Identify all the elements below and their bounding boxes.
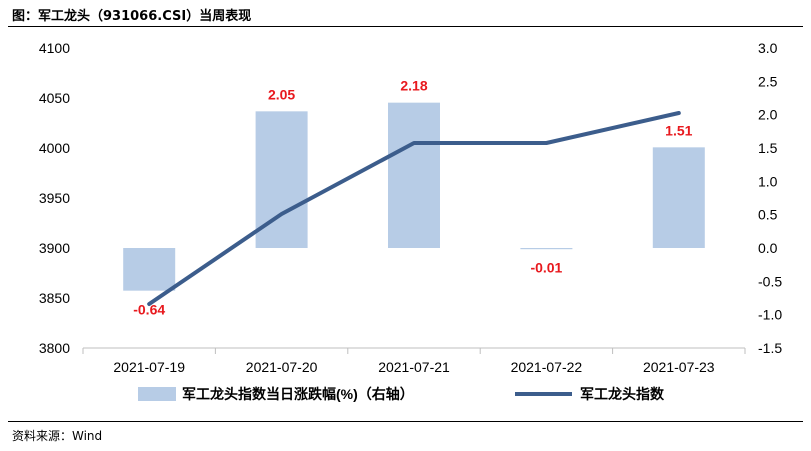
y-left-tick-3900: 3900	[39, 240, 70, 256]
y-right-tick-0.0: 0.0	[758, 240, 778, 256]
data-label-2021-07-19: -0.64	[133, 302, 165, 318]
y-axis-right: -1.5 -1.0 -0.5 0.0 0.5 1.0 1.5 2.0 2.5 3.0	[758, 40, 782, 356]
bar-2021-07-21	[388, 102, 440, 249]
legend-bar-label: 军工龙头指数当日涨跌幅(%)（右轴）	[182, 386, 414, 402]
y-right-tick-2.0: 2.0	[758, 107, 778, 123]
data-label-2021-07-20: 2.05	[268, 86, 295, 102]
y-left-tick-4000: 4000	[39, 140, 70, 156]
y-right-tick-1.5: 1.5	[758, 140, 778, 156]
x-tick-label-2021-07-22: 2021-07-22	[511, 359, 583, 375]
x-tick-label-2021-07-20: 2021-07-20	[246, 359, 318, 375]
y-right-tick--1.5: -1.5	[758, 340, 782, 356]
footer-rule	[8, 421, 803, 422]
y-left-tick-4100: 4100	[39, 40, 70, 56]
x-tick-label-2021-07-21: 2021-07-21	[378, 359, 450, 375]
x-axis	[82, 347, 746, 354]
y-left-tick-3800: 3800	[39, 340, 70, 356]
y-right-tick--0.5: -0.5	[758, 273, 782, 289]
source-note: 资料来源：Wind	[12, 429, 103, 443]
data-label-2021-07-21: 2.18	[400, 78, 427, 94]
chart: -0.64 2.05 2.18 -0.01 1.51 3800 3850 3900 3950 4…	[39, 40, 782, 402]
title-rule	[8, 26, 803, 27]
line-series	[147, 111, 681, 306]
legend-line-label: 军工龙头指数	[580, 386, 665, 402]
bar-series	[123, 102, 705, 291]
bar-2021-07-22	[520, 248, 573, 250]
x-tick-label-2021-07-23: 2021-07-23	[643, 359, 715, 375]
y-right-tick-0.5: 0.5	[758, 207, 778, 223]
bar-2021-07-19	[123, 248, 176, 291]
y-left-tick-3950: 3950	[39, 190, 70, 206]
bar-2021-07-23	[652, 147, 705, 248]
page-title: 图：军工龙头（931066.CSI）当周表现	[12, 9, 252, 24]
data-label-2021-07-22: -0.01	[530, 260, 562, 276]
y-axis-left: 3800 3850 3900 3950 4000 4050 4100	[39, 40, 70, 356]
x-tick-labels: 2021-07-19 2021-07-20 2021-07-21 2021-07-22…	[113, 359, 714, 375]
y-right-tick-2.5: 2.5	[758, 73, 778, 89]
legend: 军工龙头指数当日涨跌幅(%)（右轴） 军工龙头指数	[138, 386, 665, 402]
x-tick-label-2021-07-19: 2021-07-19	[113, 359, 185, 375]
y-right-tick--1.0: -1.0	[758, 307, 782, 323]
index-line	[147, 111, 681, 306]
data-labels: -0.64 2.05 2.18 -0.01 1.51	[133, 78, 692, 318]
y-left-tick-3850: 3850	[39, 290, 70, 306]
y-right-tick-1.0: 1.0	[758, 173, 778, 189]
y-right-tick-3.0: 3.0	[758, 40, 778, 56]
legend-bar-swatch	[138, 387, 176, 401]
y-left-tick-4050: 4050	[39, 90, 70, 106]
data-label-2021-07-23: 1.51	[665, 122, 692, 138]
